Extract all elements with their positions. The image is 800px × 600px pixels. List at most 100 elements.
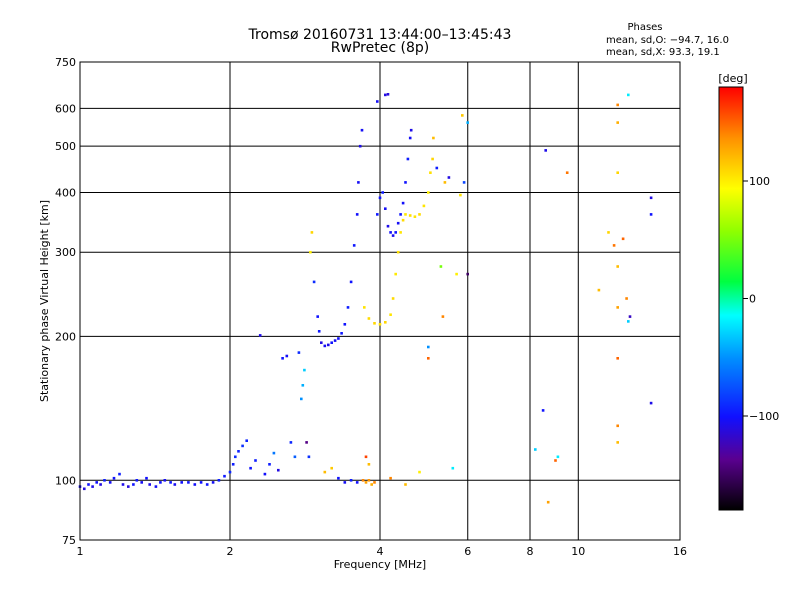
data-point — [163, 479, 167, 482]
data-point — [180, 481, 183, 484]
x-tick-label: 10 — [571, 545, 585, 558]
colorbar-tick-label: 100 — [749, 175, 770, 188]
data-point — [422, 204, 426, 208]
data-point — [193, 483, 197, 486]
data-point — [431, 157, 434, 161]
data-point — [394, 272, 397, 276]
data-point — [459, 193, 462, 197]
data-point — [378, 323, 382, 326]
colorbar — [718, 86, 744, 511]
data-point — [258, 334, 262, 337]
data-point — [95, 481, 98, 484]
data-point — [297, 351, 301, 354]
data-point — [627, 320, 630, 323]
data-point — [399, 231, 402, 234]
data-point — [554, 459, 557, 462]
data-point — [396, 250, 400, 254]
x-tick-label: 4 — [377, 545, 384, 558]
data-point — [228, 470, 232, 474]
data-point — [461, 114, 464, 117]
y-axis-ticks: 75 100 200 300 400 500 600 750 — [55, 56, 76, 547]
data-point — [300, 397, 303, 401]
x-axis-ticks: 1 2 4 6 8 10 16 — [77, 545, 688, 558]
data-point — [616, 441, 619, 444]
data-point — [418, 213, 421, 216]
data-point — [316, 315, 319, 318]
data-point — [447, 176, 451, 179]
data-point — [154, 485, 158, 488]
data-point — [616, 357, 619, 360]
data-point — [441, 315, 445, 318]
data-point — [401, 218, 405, 222]
data-point — [337, 476, 340, 480]
data-point — [556, 455, 560, 459]
data-point — [91, 485, 94, 488]
phases-heading: Phases — [627, 22, 662, 33]
data-point — [323, 470, 327, 474]
colorbar-tick-label: −100 — [749, 410, 779, 423]
data-point — [135, 479, 139, 482]
data-point — [361, 479, 365, 482]
data-point — [355, 481, 359, 484]
x-tick-label: 6 — [464, 545, 471, 558]
data-point — [83, 487, 86, 491]
x-tick-label: 16 — [673, 545, 687, 558]
y-tick-label: 75 — [62, 534, 76, 547]
data-point — [607, 231, 610, 234]
data-point — [360, 128, 364, 132]
data-point — [217, 479, 221, 482]
data-point — [443, 181, 447, 184]
chart-title: Tromsø 20160731 13:44:00–13:45:43 — [248, 27, 512, 43]
data-point — [386, 93, 390, 96]
data-point — [108, 481, 112, 484]
data-point — [148, 483, 151, 486]
data-point — [241, 444, 244, 448]
data-point — [413, 215, 417, 218]
data-point — [376, 213, 379, 216]
data-point — [272, 451, 276, 455]
data-point — [352, 244, 356, 247]
data-point — [401, 201, 405, 205]
data-point — [427, 345, 430, 349]
data-point — [376, 100, 379, 103]
data-point — [389, 313, 392, 316]
data-point — [367, 317, 371, 320]
data-point — [337, 337, 340, 340]
data-point — [343, 481, 347, 484]
y-tick-label: 400 — [55, 186, 76, 199]
data-point — [373, 481, 376, 484]
data-point — [597, 288, 601, 292]
data-point — [384, 207, 387, 210]
data-point — [391, 297, 395, 300]
data-point — [159, 481, 162, 484]
data-point — [625, 297, 628, 300]
data-point — [628, 315, 632, 318]
data-point — [391, 234, 395, 237]
data-point — [408, 214, 412, 217]
data-point — [205, 483, 209, 486]
x-tick-label: 8 — [527, 545, 534, 558]
data-point — [346, 306, 350, 309]
data-point — [289, 441, 293, 444]
data-point — [396, 221, 400, 225]
data-point — [546, 500, 550, 504]
data-point — [367, 479, 371, 482]
data-point — [616, 103, 619, 107]
data-point — [455, 272, 458, 276]
data-point — [409, 128, 413, 132]
data-point — [358, 144, 362, 148]
data-point — [381, 191, 384, 194]
data-point — [404, 181, 407, 184]
data-point — [169, 481, 172, 484]
data-point — [231, 463, 235, 466]
data-point — [367, 463, 371, 466]
data-point — [199, 481, 203, 484]
data-point — [435, 166, 439, 170]
data-point — [427, 191, 430, 194]
data-point — [404, 483, 407, 486]
data-point — [544, 149, 547, 152]
data-point — [432, 136, 435, 140]
y-tick-label: 500 — [55, 140, 76, 153]
data-point — [103, 479, 106, 482]
data-point — [349, 479, 353, 482]
